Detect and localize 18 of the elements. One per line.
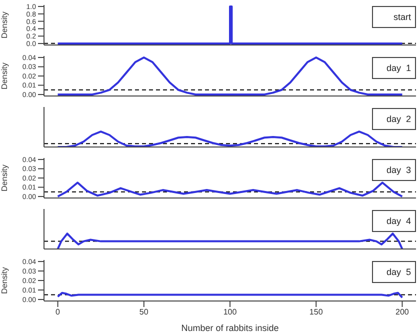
chart-title: day 4 (372, 210, 416, 232)
text: day 5 (372, 261, 416, 283)
y-axis-title: Density (0, 12, 9, 38)
text: day 3 (372, 159, 416, 181)
x-tick-label: 0 (56, 308, 61, 317)
y-axis-title: Density (0, 164, 9, 192)
x-axis-title: Number of rabbits inside (181, 323, 279, 333)
line-series (56, 182, 404, 198)
chart-title: day 2 (372, 108, 416, 130)
y-axis-title: Density (0, 267, 9, 294)
x-tick-label: 150 (309, 308, 324, 317)
line-series (56, 56, 404, 96)
x-tick-label: 50 (139, 308, 149, 317)
text: start (372, 6, 416, 28)
x-tick-label: 100 (223, 308, 238, 317)
x-tick-label: 200 (396, 308, 410, 317)
y-axis-title: Density (0, 62, 9, 90)
text: day 1 (372, 57, 416, 79)
